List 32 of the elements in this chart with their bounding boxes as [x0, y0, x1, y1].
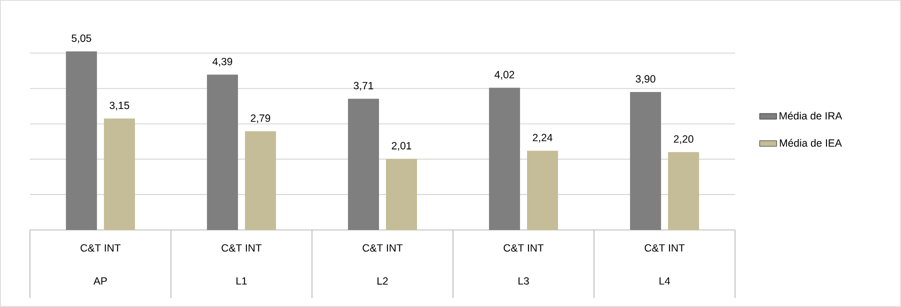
bar	[104, 118, 135, 230]
legend-label: Média de IEA	[780, 138, 842, 147]
bar	[489, 88, 520, 230]
bar	[348, 98, 379, 230]
data-label: 2,20	[674, 135, 694, 144]
bar	[386, 158, 417, 230]
bar	[527, 150, 558, 230]
data-label: 2,79	[250, 114, 270, 124]
text: C&T INT	[362, 244, 403, 252]
bar	[630, 92, 662, 230]
bar	[206, 74, 238, 230]
legend-label: Média de IRA	[780, 112, 842, 120]
text: C&T INT	[504, 244, 544, 252]
data-label: 3,71	[354, 82, 374, 91]
text: C&T INT	[80, 244, 121, 252]
data-label: 2,24	[532, 134, 552, 143]
x-tick-label: AP	[93, 277, 107, 285]
data-label: 4,02	[494, 70, 514, 80]
text: C&T INT	[644, 244, 685, 252]
x-tick-label: L4	[660, 277, 670, 285]
data-label: 5,05	[72, 34, 92, 44]
data-label: 3,15	[110, 102, 130, 110]
x-tick-label: L1	[236, 277, 247, 285]
bar	[244, 131, 276, 230]
bar	[668, 152, 700, 230]
x-tick-label: L2	[378, 277, 388, 285]
text: C&T INT	[222, 244, 262, 252]
data-label: 2,01	[392, 142, 412, 151]
x-tick-label: L3	[518, 277, 529, 285]
data-label: 4,39	[212, 58, 232, 67]
data-label: 3,90	[636, 75, 656, 84]
bar	[66, 51, 97, 230]
